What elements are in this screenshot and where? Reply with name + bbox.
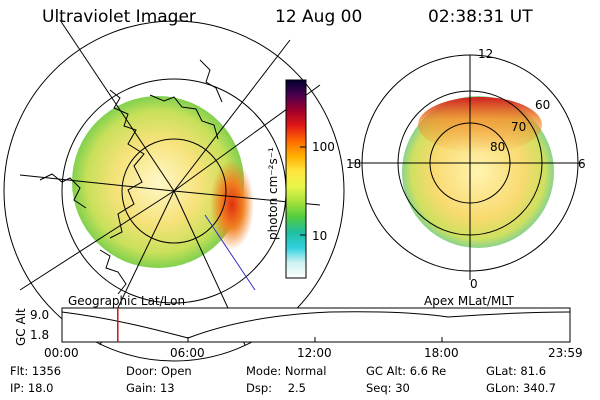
- x-tick-1200: 12:00: [297, 346, 332, 360]
- altitude-plot-frame: [61, 307, 571, 343]
- x-tick-2359: 23:59: [548, 346, 583, 360]
- latitude-circle: [121, 138, 227, 244]
- latitude-circle: [3, 20, 345, 362]
- x-tick-0000: 00:00: [44, 346, 79, 360]
- coastline: [39, 173, 87, 209]
- auroral-oval-dayside: [418, 97, 542, 153]
- status-glon: GLon: 340.7: [486, 381, 556, 395]
- meridian-line: [59, 19, 175, 192]
- mlat-label-80: 80: [490, 140, 506, 154]
- mlt-label-midnight: 0: [470, 277, 478, 291]
- coastline: [149, 94, 219, 140]
- meridian-line: [19, 190, 175, 291]
- status-mode: Mode: Normal: [246, 364, 327, 378]
- status-door: Door: Open: [126, 364, 192, 378]
- altitude-y-tick-low: 1.8: [30, 328, 50, 342]
- coastline: [99, 249, 127, 295]
- apex-map-caption: Apex MLat/MLT: [424, 294, 514, 308]
- altitude-y-label: GC Alt: [14, 308, 28, 346]
- status-dsp: Dsp: 2.5: [246, 381, 306, 395]
- status-flt: Flt: 1356: [10, 364, 62, 378]
- auroral-image-disk: [72, 96, 244, 268]
- coastline: [199, 59, 223, 103]
- coastline: [109, 89, 145, 239]
- x-axis-ticks: [61, 337, 571, 342]
- meridian-line: [173, 39, 291, 192]
- colorbar-tick-label-10: 10: [312, 229, 328, 243]
- status-glat: GLat: 81.6: [486, 364, 547, 378]
- mlt-label-dawn: 6: [578, 157, 586, 171]
- observation-time: 02:38:31 UT: [428, 7, 533, 27]
- terminator-line: [204, 214, 256, 291]
- auroral-hotspot: [210, 160, 254, 250]
- observation-date: 12 Aug 00: [275, 7, 363, 27]
- mlt-label-dusk: 18: [346, 157, 362, 171]
- x-tick-0600: 06:00: [170, 346, 205, 360]
- meridian-line: [19, 174, 175, 192]
- mlat-label-70: 70: [511, 120, 527, 134]
- geographic-map-caption: Geographic Lat/Lon: [68, 294, 186, 308]
- status-gc-alt: GC Alt: 6.6 Re: [366, 364, 447, 378]
- mlt-label-noon: 12: [478, 47, 494, 61]
- altitude-curve: [61, 311, 571, 339]
- x-tick-1800: 18:00: [424, 346, 459, 360]
- status-gain: Gain: 13: [126, 381, 175, 395]
- altitude-y-tick-high: 9.0: [30, 308, 50, 322]
- colorbar-scale: [285, 79, 307, 279]
- colorbar-tick-label-100: 100: [312, 140, 335, 154]
- status-ip: IP: 18.0: [10, 381, 54, 395]
- mlat-label-60: 60: [535, 98, 551, 112]
- status-seq: Seq: 30: [366, 381, 410, 395]
